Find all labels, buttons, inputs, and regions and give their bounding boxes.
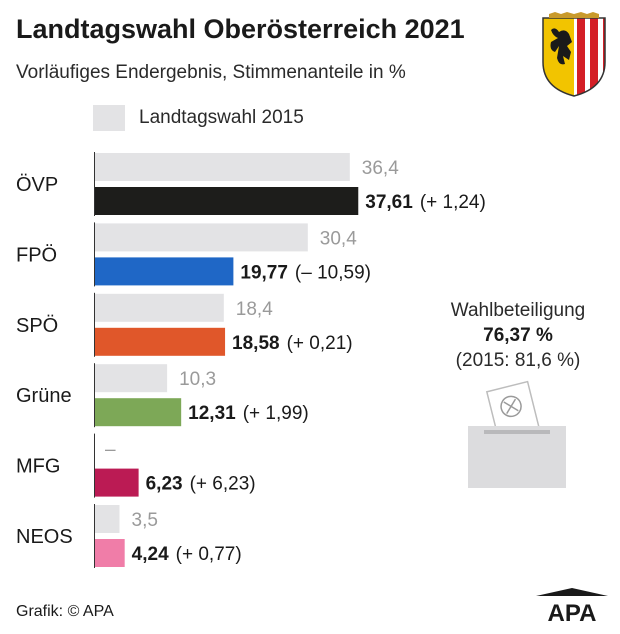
bar-2021-spoe xyxy=(95,327,226,356)
axis-line-gruene xyxy=(94,363,95,428)
category-label-oevp: ÖVP xyxy=(16,174,58,196)
bar-2021-fpoe xyxy=(95,257,234,286)
bar-2015-fpoe xyxy=(95,223,308,252)
axis-line-oevp xyxy=(94,152,95,216)
value-label-2015-oevp: 36,4 xyxy=(362,158,399,179)
value-label-2021-gruene: 12,31 xyxy=(188,403,236,424)
value-label-2015-mfg: – xyxy=(105,440,116,461)
turnout-previous: (2015: 81,6 %) xyxy=(455,350,581,371)
legend-label-2015: Landtagswahl 2015 xyxy=(139,107,304,128)
apa-logo-text: APA xyxy=(548,600,597,624)
value-label-2021-mfg: 6,23 xyxy=(146,474,183,495)
value-label-2021-spoe: 18,58 xyxy=(232,333,280,354)
change-label-oevp: (+ 1,24) xyxy=(420,192,486,213)
turnout-label: Wahlbeteiligung xyxy=(450,300,586,321)
change-label-fpoe: (– 10,59) xyxy=(295,262,371,283)
turnout-value: 76,37 % xyxy=(483,325,553,346)
value-label-2015-fpoe: 30,4 xyxy=(320,228,357,249)
change-label-neos: (+ 0,77) xyxy=(176,544,242,565)
bar-2015-gruene xyxy=(95,364,168,393)
ballot-box-icon xyxy=(468,380,566,488)
turnout-box: Wahlbeteiligung 76,37 % (2015: 81,6 %) xyxy=(420,298,616,374)
axis-line-neos xyxy=(94,504,95,568)
category-label-fpoe: FPÖ xyxy=(16,244,57,266)
change-label-spoe: (+ 0,21) xyxy=(287,333,353,354)
axis-line-mfg xyxy=(94,433,95,498)
footer-credit: Grafik: © APA xyxy=(16,603,114,620)
axis-line-fpoe xyxy=(94,222,95,287)
value-label-2021-neos: 4,24 xyxy=(132,544,169,565)
bar-2021-neos xyxy=(95,539,125,567)
category-label-mfg: MFG xyxy=(16,456,60,478)
chart-title: Landtagswahl Oberösterreich 2021 xyxy=(16,14,465,44)
chart-subtitle: Vorläufiges Endergebnis, Stimmenanteile … xyxy=(16,62,406,83)
category-label-gruene: Grüne xyxy=(16,385,72,407)
bar-2015-spoe xyxy=(95,293,224,322)
legend: Landtagswahl 2015 xyxy=(93,104,304,132)
bar-2021-mfg xyxy=(95,468,139,497)
category-label-spoe: SPÖ xyxy=(16,315,58,337)
bar-2015-oevp xyxy=(95,153,350,181)
axis-line-spoe xyxy=(94,292,95,357)
value-label-2015-neos: 3,5 xyxy=(132,510,158,531)
change-label-mfg: (+ 6,23) xyxy=(190,474,256,495)
change-label-gruene: (+ 1,99) xyxy=(243,403,309,424)
bar-2021-gruene xyxy=(95,398,182,427)
value-label-2021-oevp: 37,61 xyxy=(365,192,413,213)
legend-swatch-2015 xyxy=(93,105,125,131)
bar-2015-neos xyxy=(95,505,120,533)
value-label-2015-spoe: 18,4 xyxy=(236,299,273,320)
apa-logo: APA xyxy=(536,588,608,624)
value-label-2021-fpoe: 19,77 xyxy=(240,262,288,283)
coat-of-arms-icon xyxy=(542,12,606,97)
value-label-2015-gruene: 10,3 xyxy=(179,369,216,390)
bar-2021-oevp xyxy=(95,187,359,215)
category-label-neos: NEOS xyxy=(16,526,73,548)
